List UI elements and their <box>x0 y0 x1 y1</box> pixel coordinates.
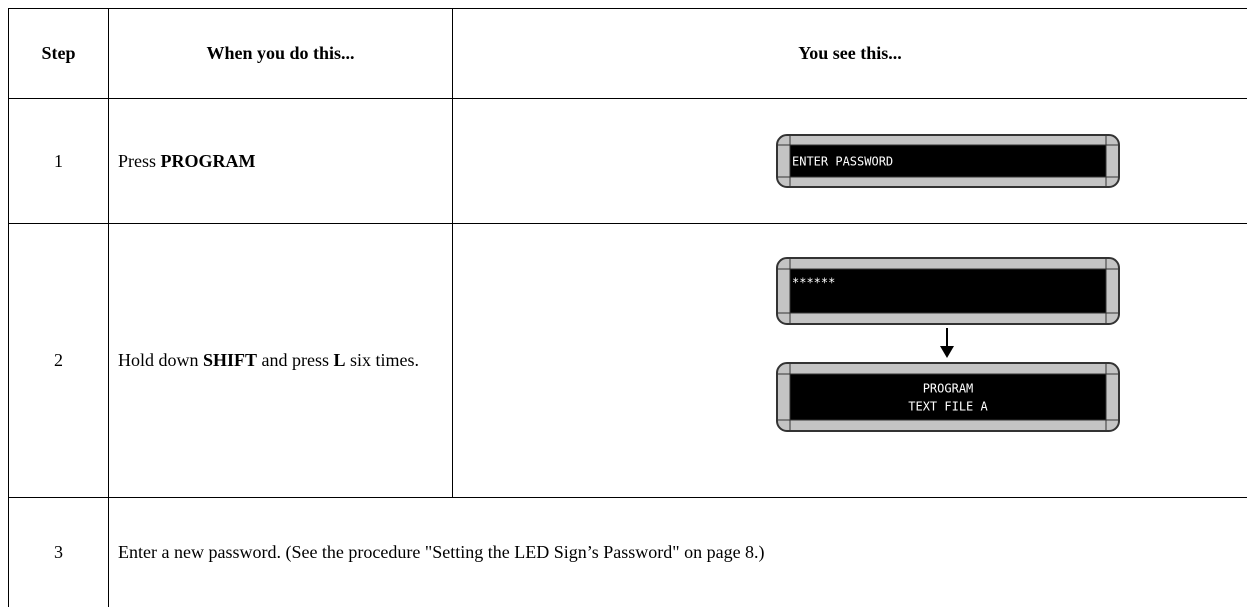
led-display: ENTER PASSWORD <box>776 134 1120 188</box>
step-number: 1 <box>54 150 63 171</box>
action-run: six times. <box>345 350 420 370</box>
action-run: Hold down <box>118 350 203 370</box>
rule <box>8 497 1247 498</box>
display-text: PROGRAM <box>923 382 974 396</box>
action-text: Enter a new password. (See the procedure… <box>118 542 765 563</box>
rule <box>108 8 109 607</box>
action-keyword: PROGRAM <box>160 150 256 171</box>
display-text: ****** <box>792 276 835 290</box>
rule <box>8 223 1247 224</box>
rule <box>8 8 1247 9</box>
step-number: 2 <box>54 350 63 370</box>
step-action: Press PROGRAM <box>118 99 438 223</box>
header-result: You see this... <box>798 43 902 63</box>
led-display: ****** <box>776 257 1120 325</box>
action-text: Press PROGRAM <box>118 151 256 172</box>
rule <box>8 98 1247 99</box>
step-number: 3 <box>54 542 63 562</box>
rule <box>8 8 9 607</box>
step-action: Hold down SHIFT and press L six times. <box>118 224 438 497</box>
action-text: Hold down SHIFT and press L six times. <box>118 350 419 371</box>
header-step: Step <box>41 43 76 63</box>
action-run: Enter a new password. (See the procedure… <box>118 542 765 562</box>
action-run: and press <box>257 350 334 370</box>
action-keyword: SHIFT <box>203 350 258 370</box>
step-action: Enter a new password. (See the procedure… <box>118 498 1218 607</box>
arrow <box>940 328 954 358</box>
header-action: When you do this... <box>206 43 355 63</box>
display-text: ENTER PASSWORD <box>792 155 893 169</box>
display-text: TEXT FILE A <box>908 400 988 414</box>
led-display: PROGRAM TEXT FILE A <box>776 362 1120 432</box>
rule <box>452 8 453 498</box>
action-keyword: L <box>333 350 346 370</box>
action-run: Press <box>118 150 161 171</box>
